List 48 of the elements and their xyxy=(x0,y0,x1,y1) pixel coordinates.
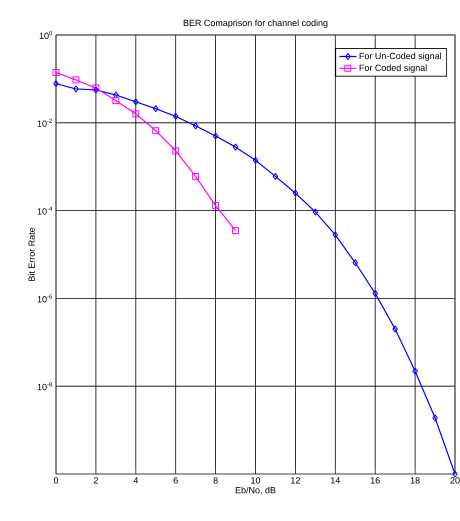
x-tick-label: 10 xyxy=(251,477,260,484)
point xyxy=(412,368,418,375)
y-tick-label: 10$^{0}$ xyxy=(40,30,52,40)
point xyxy=(212,132,218,140)
point xyxy=(112,97,120,104)
point xyxy=(312,208,318,216)
x-tick-label: 8 xyxy=(214,477,218,484)
point xyxy=(232,144,238,151)
point xyxy=(392,326,398,333)
point xyxy=(52,69,60,76)
x-tick-label: 18 xyxy=(410,477,420,484)
point xyxy=(292,190,298,197)
point xyxy=(133,98,139,106)
x-tick-label: 16 xyxy=(370,477,380,484)
y-axis-title: Bit Error Rate xyxy=(28,228,35,281)
x-tick-label: 14 xyxy=(331,477,340,484)
point xyxy=(73,85,79,92)
point xyxy=(153,105,158,112)
point xyxy=(272,172,278,180)
chart-title: BER Comaprison for channel coding xyxy=(184,19,328,28)
point xyxy=(192,172,200,180)
point xyxy=(332,231,338,238)
y-tick-label: 10$^{-4}$ xyxy=(38,206,52,215)
point xyxy=(192,122,198,130)
legend-label: For Coded signal xyxy=(360,64,427,73)
point xyxy=(352,259,358,266)
point xyxy=(212,202,220,210)
point xyxy=(232,227,240,234)
x-axis-title: Eb/No, dB xyxy=(236,486,276,494)
y-tick-label: 10$^{-2}$ xyxy=(38,118,52,127)
x-tick-label: 20 xyxy=(450,477,460,484)
x-tick-label: 2 xyxy=(94,477,98,484)
x-tick-label: 4 xyxy=(134,477,138,484)
point xyxy=(72,76,80,84)
y-tick-label: 10$^{-6}$ xyxy=(38,294,52,302)
x-tick-label: 12 xyxy=(291,477,300,484)
legend-label: For Un-Coded signal xyxy=(360,52,442,61)
point xyxy=(132,110,140,118)
point xyxy=(252,156,258,164)
point xyxy=(172,147,180,154)
x-tick-label: 0 xyxy=(54,477,58,484)
point xyxy=(432,414,438,422)
x-tick-label: 6 xyxy=(174,477,178,484)
point xyxy=(172,112,178,120)
y-tick-label: 10$^{-8}$ xyxy=(38,382,52,390)
point xyxy=(372,290,378,297)
point xyxy=(152,127,160,134)
point xyxy=(113,92,119,98)
